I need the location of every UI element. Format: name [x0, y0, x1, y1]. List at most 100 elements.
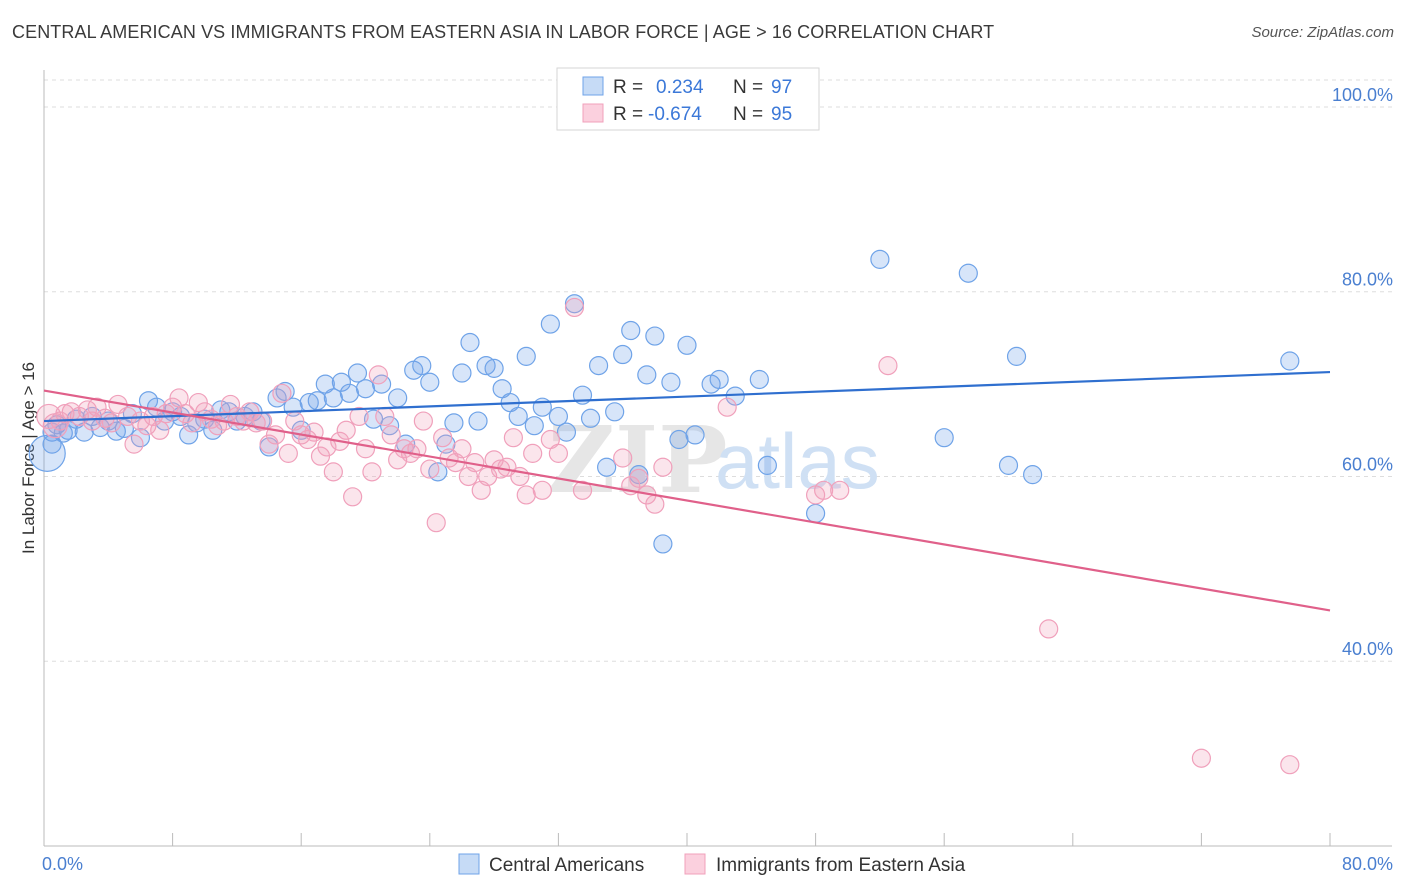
y-tick-label-3: 40.0% [1342, 639, 1393, 659]
central-american-point-61 [516, 346, 536, 366]
central-american-point-82 [685, 425, 705, 445]
x-tick-labels: 0.0% 80.0% [42, 854, 1393, 874]
eastern-asia-point-46 [336, 420, 356, 440]
eastern-asia-point-58 [413, 411, 433, 431]
central-american-point-52 [444, 413, 464, 433]
central-american-point-78 [653, 534, 673, 554]
central-american-point-64 [540, 314, 560, 334]
legend-n-label-1: N = [733, 77, 763, 98]
central-american-point-70 [588, 356, 609, 376]
central-american-point-62 [524, 416, 544, 436]
central-american-point-96 [42, 434, 62, 454]
central-american-point-71 [597, 457, 617, 477]
eastern-asia-point-13 [124, 434, 144, 454]
central-american-point-80 [669, 429, 689, 450]
eastern-asia-point-60 [426, 513, 446, 533]
central-american-point-74 [621, 320, 641, 341]
y-tick-label-1: 80.0% [1342, 270, 1393, 290]
central-american-point-41 [355, 379, 376, 399]
eastern-asia-point-50 [362, 462, 382, 482]
series-legend: Central Americans Immigrants from Easter… [458, 853, 966, 876]
eastern-asia-point-37 [278, 443, 298, 463]
x-axis-ticks [43, 833, 1331, 846]
eastern-asia-point-86 [653, 457, 673, 477]
legend-n-label-2: N = [733, 104, 763, 125]
eastern-asia-point-76 [532, 480, 552, 500]
eastern-asia-point-61 [433, 428, 453, 448]
central-american-point-9 [98, 411, 118, 431]
source-label: Source: ZipAtlas.com [1251, 24, 1394, 41]
legend-swatch-pink [582, 103, 604, 123]
bottom-legend-label-2: Immigrants from Eastern Asia [716, 855, 966, 876]
central-american-point-79 [661, 372, 681, 392]
central-american-point-31 [275, 381, 295, 402]
trend-line-eastern-asia [43, 389, 1331, 612]
eastern-asia-point-79 [564, 297, 585, 318]
legend-r-value-1: 0.234 [656, 77, 704, 98]
eastern-asia-point-0 [36, 403, 62, 430]
central-american-point-0 [28, 434, 66, 472]
eastern-asia-point-22 [182, 413, 202, 433]
eastern-asia-point-44 [323, 462, 343, 482]
central-american-point-95 [1280, 351, 1300, 371]
bottom-legend-label-1: Central Americans [489, 855, 644, 876]
y-tick-label-0: 100.0% [1332, 85, 1393, 105]
central-american-point-39 [339, 383, 360, 403]
eastern-asia-point-91 [878, 356, 898, 376]
eastern-asia-point-72 [503, 428, 523, 448]
eastern-asia-point-92 [1039, 619, 1059, 639]
eastern-asia-point-90 [830, 480, 850, 500]
legend-swatch-blue [582, 76, 604, 96]
eastern-asia-point-59 [420, 459, 440, 479]
eastern-asia-point-78 [548, 443, 569, 463]
bottom-legend-swatch-blue [458, 853, 480, 875]
central-american-point-93 [1006, 346, 1027, 366]
legend-r-value-2: -0.674 [648, 104, 702, 125]
eastern-asia-point-80 [572, 480, 593, 500]
central-american-point-77 [645, 326, 665, 346]
central-american-point-45 [388, 388, 408, 408]
eastern-asia-point-85 [645, 494, 665, 514]
chart-title: CENTRAL AMERICAN VS IMMIGRANTS FROM EAST… [12, 22, 995, 42]
eastern-asia-point-74 [516, 485, 536, 505]
central-american-point-35 [307, 391, 327, 411]
central-american-point-48 [412, 356, 432, 376]
eastern-asia-point-93 [1191, 748, 1212, 768]
eastern-asia-point-8 [87, 397, 107, 417]
central-american-point-91 [958, 263, 978, 283]
central-american-point-73 [613, 344, 633, 365]
legend-r-label-1: R = [613, 77, 643, 98]
eastern-asia-point-81 [613, 448, 633, 468]
trend-lines [43, 370, 1331, 612]
bottom-legend-swatch-pink [684, 853, 706, 875]
central-american-point-66 [556, 422, 577, 442]
series-immigrants-eastern-asia [36, 297, 1300, 775]
central-american-point-92 [998, 455, 1019, 475]
eastern-asia-point-53 [381, 425, 401, 445]
x-tick-label-0: 0.0% [42, 854, 83, 874]
trend-line-central-americans [43, 370, 1331, 423]
watermark-atlas: atlas [715, 417, 880, 505]
eastern-asia-point-51 [368, 365, 388, 385]
central-american-point-54 [460, 332, 480, 353]
x-tick-label-1: 80.0% [1342, 854, 1393, 874]
central-american-point-49 [420, 372, 440, 392]
central-american-point-53 [452, 363, 472, 383]
central-american-point-88 [805, 503, 826, 524]
central-american-point-72 [605, 402, 625, 422]
central-american-point-55 [468, 411, 488, 431]
central-american-point-94 [1023, 465, 1043, 485]
eastern-asia-point-49 [355, 439, 376, 459]
central-american-point-84 [709, 369, 729, 390]
central-american-point-38 [331, 372, 351, 392]
legend-r-label-2: R = [613, 104, 643, 125]
central-american-point-69 [580, 408, 601, 428]
series-central-americans [28, 249, 1300, 554]
y-tick-label-2: 60.0% [1342, 454, 1393, 474]
eastern-asia-point-36 [272, 383, 292, 403]
eastern-asia-point-89 [814, 480, 834, 500]
eastern-asia-point-10 [101, 413, 122, 433]
legend-n-value-2: 95 [771, 104, 792, 125]
legend-n-value-1: 97 [771, 77, 792, 98]
